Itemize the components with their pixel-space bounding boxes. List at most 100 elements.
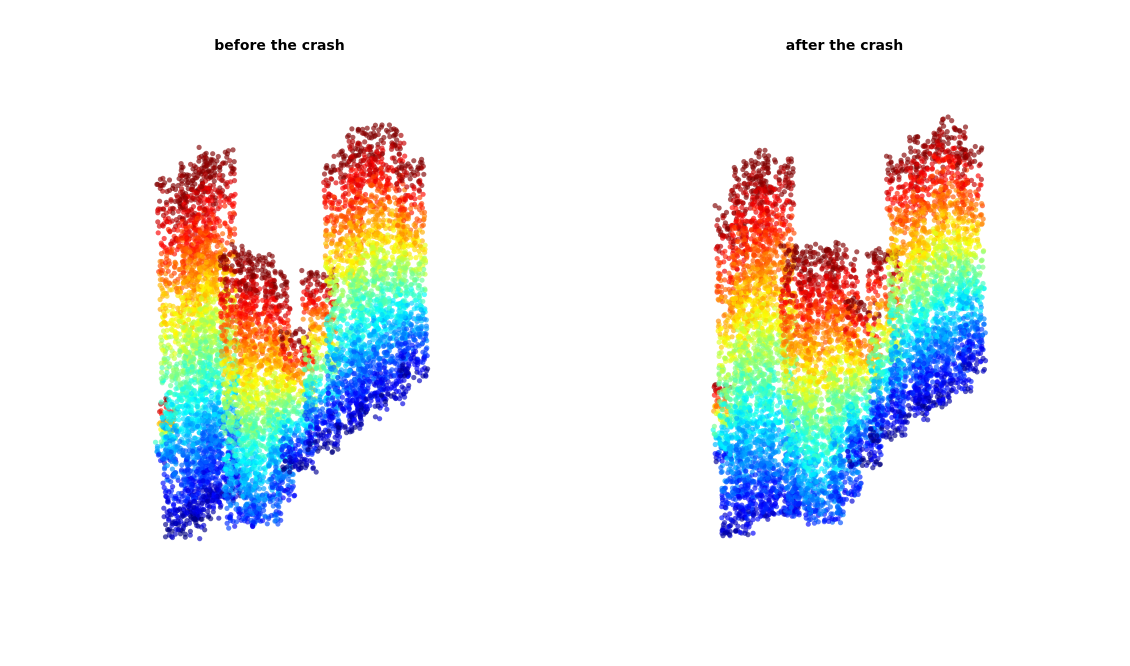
cloud-point <box>204 185 210 191</box>
cloud-point <box>232 386 238 392</box>
cloud-point <box>171 264 178 270</box>
cloud-point <box>217 194 223 200</box>
cloud-point <box>181 359 187 365</box>
cloud-point <box>227 341 233 347</box>
cloud-point <box>208 194 214 200</box>
cloud-point <box>161 471 167 477</box>
cloud-point <box>219 237 225 243</box>
cloud-point <box>213 328 219 334</box>
cloud-point <box>159 369 165 375</box>
cloud-point <box>175 498 181 504</box>
cloud-point <box>207 333 213 339</box>
cloud-point <box>157 182 164 189</box>
cloud-point <box>263 317 270 323</box>
cloud-point <box>208 446 214 452</box>
cloud-point <box>179 181 185 187</box>
cloud-point <box>195 500 201 506</box>
cloud-point <box>248 310 254 316</box>
cloud-point <box>202 154 208 160</box>
cloud-point <box>203 306 209 313</box>
cloud-point <box>243 369 249 375</box>
cloud-point <box>196 154 202 161</box>
cloud-point <box>163 441 169 447</box>
cloud-point <box>230 166 236 172</box>
cloud-point <box>165 425 171 431</box>
cloud-point <box>260 347 266 353</box>
cloud-point <box>238 268 244 274</box>
cloud-point <box>289 485 295 491</box>
cloud-point <box>203 487 209 493</box>
cloud-point <box>181 523 187 529</box>
cloud-point <box>163 199 169 205</box>
cloud-point <box>212 315 219 321</box>
cloud-point <box>205 508 211 515</box>
cloud-point <box>250 502 257 508</box>
cloud-point <box>163 434 169 440</box>
cloud-point <box>208 342 214 348</box>
cloud-point <box>167 444 173 450</box>
cloud-point <box>202 359 208 365</box>
cloud-point <box>255 459 262 465</box>
cloud-point <box>191 301 197 307</box>
cloud-point <box>158 360 164 366</box>
cloud-point <box>174 227 181 233</box>
cloud-point <box>252 483 258 489</box>
cloud-point <box>233 256 239 262</box>
cloud-point <box>268 304 274 310</box>
cloud-point <box>166 396 172 402</box>
cloud-point <box>195 454 201 460</box>
cloud-point <box>227 502 234 508</box>
cloud-point <box>275 502 281 508</box>
cloud-point <box>198 215 204 221</box>
cloud-point <box>176 417 182 423</box>
cloud-point <box>164 370 170 376</box>
cloud-point <box>158 443 164 449</box>
cloud-point <box>279 479 285 485</box>
cloud-point <box>295 438 301 444</box>
cloud-point <box>268 349 274 355</box>
cloud-point <box>214 158 220 164</box>
cloud-point <box>196 206 202 212</box>
cloud-point <box>210 503 216 509</box>
cloud-point <box>219 362 225 368</box>
cloud-point <box>189 396 195 402</box>
cloud-point <box>226 234 232 240</box>
cloud-point <box>159 422 165 428</box>
cloud-point <box>188 514 194 520</box>
cloud-point <box>210 258 216 264</box>
cloud-point <box>172 351 178 357</box>
cloud-point <box>182 221 188 227</box>
cloud-point <box>232 452 238 459</box>
cloud-point <box>166 177 173 183</box>
cloud-point <box>191 387 198 394</box>
cloud-point <box>264 367 270 373</box>
cloud-point <box>222 265 228 271</box>
cloud-point <box>203 399 209 405</box>
cloud-point <box>275 521 281 527</box>
cloud-point <box>198 516 204 522</box>
cloud-point <box>179 235 185 241</box>
cloud-point <box>243 398 249 405</box>
cloud-point <box>184 486 190 492</box>
cloud-point <box>160 223 166 229</box>
cloud-point <box>187 532 193 538</box>
cloud-point <box>214 219 220 226</box>
cloud-point <box>273 476 280 482</box>
cloud-point <box>184 235 190 241</box>
cloud-point <box>267 476 274 482</box>
cloud-point <box>259 443 265 449</box>
cloud-point <box>252 286 258 292</box>
cloud-point <box>164 462 170 469</box>
cloud-point <box>211 238 217 244</box>
cloud-point <box>199 443 205 449</box>
cloud-point <box>232 523 238 529</box>
cloud-point <box>270 445 276 451</box>
cloud-point <box>222 160 229 166</box>
cloud-point <box>290 345 297 351</box>
cloud-point <box>262 470 268 476</box>
cloud-point <box>169 327 175 333</box>
cloud-point <box>187 257 193 263</box>
cloud-point <box>210 459 216 465</box>
cloud-point <box>222 466 228 472</box>
cloud-point <box>194 279 200 285</box>
